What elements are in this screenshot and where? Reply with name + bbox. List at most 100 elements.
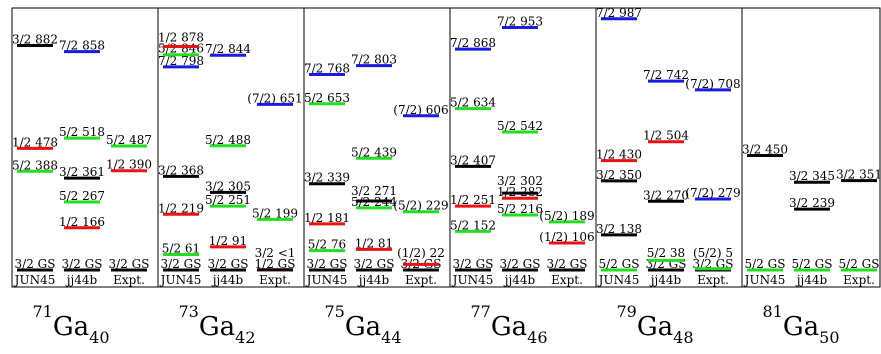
nucleus-label: 73Ga42 — [179, 302, 256, 347]
mass-number: 79 — [617, 302, 637, 321]
neutron-number: 40 — [89, 328, 109, 347]
mass-number: 73 — [179, 302, 199, 321]
level-label: 5/2 GS — [839, 257, 880, 271]
level-label: 5/2 634 — [450, 96, 496, 110]
column-label: JUN45 — [451, 273, 494, 287]
element-symbol: Ga — [199, 312, 235, 342]
column-label: jj44b — [65, 273, 98, 287]
level-label: 5/2 542 — [497, 119, 543, 133]
level-label: 3/2 138 — [596, 222, 642, 236]
panel-ga79: JUN45 5/2 GS 3/2 138 3/2 350 1/2 430 7/2 987 j… — [595, 6, 741, 347]
column-label: jj44b — [795, 273, 828, 287]
level-label: 5/2 653 — [304, 91, 350, 105]
nucleus-label: 79Ga48 — [617, 302, 694, 347]
level-label: 5/2 152 — [450, 218, 496, 232]
level-label: 3/2 305 — [205, 179, 251, 193]
level-label: 3/2 GS — [109, 257, 150, 271]
level-label: (5/2) 5 — [693, 246, 733, 260]
level-label: 3/2 GS — [453, 257, 494, 271]
level-label: 7/2 987 — [596, 6, 642, 20]
level-label: 5/2 487 — [106, 133, 152, 147]
level-label: 1/2 390 — [106, 158, 152, 172]
level-label: 3/2 GS — [307, 257, 348, 271]
level-label: 1/2 166 — [59, 215, 105, 229]
level-label: 7/2 844 — [205, 42, 251, 56]
level-label: 5/2 GS — [745, 257, 786, 271]
level-label: 5/2 199 — [252, 206, 298, 220]
neutron-number: 42 — [235, 328, 255, 347]
level-label: 5/2 GS — [599, 257, 640, 271]
neutron-number: 44 — [381, 328, 401, 347]
mass-number: 71 — [33, 302, 53, 321]
level-label: 1/2 91 — [209, 234, 247, 248]
level-label: 3/2 239 — [789, 196, 835, 210]
level-label: 3/2 270 — [643, 188, 689, 202]
level-label: 1/2 878 — [158, 31, 204, 45]
level-label: 3/2 361 — [59, 165, 105, 179]
level-label: 1/2 219 — [158, 201, 204, 215]
level-label: (5/2) 229 — [393, 199, 448, 213]
level-label: 5/2 76 — [308, 238, 346, 252]
level-label: 5/2 488 — [205, 133, 251, 147]
level-label: 7/2 803 — [351, 53, 397, 67]
panel-ga77: JUN45 3/2 GS 5/2 152 1/2 251 3/2 407 5/2 634 7… — [449, 8, 595, 347]
level-label: 3/2 339 — [304, 171, 350, 185]
panel-ga73: JUN45 3/2 GS 5/2 61 1/2 219 3/2 368 7/2 798 5/… — [157, 8, 303, 347]
level-label: 3/2 271 — [351, 184, 397, 198]
column-label: JUN45 — [13, 273, 56, 287]
column-label: jj44b — [211, 273, 244, 287]
level-label: 3/2 351 — [836, 168, 881, 182]
level-label: 3/2 368 — [158, 163, 204, 177]
level-label: 3/2 GS — [208, 257, 249, 271]
nucleus-label: 75Ga44 — [325, 302, 402, 347]
level-label: 3/2 GS — [62, 257, 103, 271]
level-label: 7/2 868 — [450, 36, 496, 50]
level-label: 3/2 882 — [12, 33, 58, 47]
element-symbol: Ga — [491, 312, 527, 342]
neutron-number: 46 — [527, 328, 547, 347]
level-label: 5/2 251 — [205, 193, 251, 207]
level-label: 1/2 504 — [643, 129, 689, 143]
column-label: Expt. — [843, 273, 875, 287]
element-symbol: Ga — [637, 312, 673, 342]
level-label: 3/2 GS — [547, 257, 588, 271]
column-label: JUN45 — [159, 273, 202, 287]
level-label: 3/2 345 — [789, 169, 835, 183]
level-label: 5/2 518 — [59, 125, 105, 139]
level-label: 1/2 478 — [12, 135, 58, 149]
level-label: 1/2 251 — [450, 193, 496, 207]
level-label: 3/2 450 — [742, 142, 788, 156]
level-label: (7/2) 606 — [393, 103, 448, 117]
level-label: (1/2) 22 — [397, 246, 445, 260]
element-symbol: Ga — [53, 312, 89, 342]
column-label: jj44b — [503, 273, 536, 287]
level-label: (7/2) 651 — [247, 91, 302, 105]
level-label: 1/2 430 — [596, 148, 642, 162]
level-label: (5/2) 189 — [539, 209, 594, 223]
column-label: JUN45 — [597, 273, 640, 287]
level-label: (7/2) 708 — [685, 77, 740, 91]
column-label: Expt. — [697, 273, 729, 287]
level-label: (7/2) 279 — [685, 186, 740, 200]
element-symbol: Ga — [345, 312, 381, 342]
level-label: 5/2 439 — [351, 145, 397, 159]
level-label: 7/2 953 — [497, 14, 543, 28]
column-label: jj44b — [357, 273, 390, 287]
diagram-frame — [11, 7, 881, 288]
column-label: JUN45 — [743, 273, 786, 287]
neutron-number: 48 — [673, 328, 693, 347]
level-label: 3/2 GS — [161, 257, 202, 271]
level-label: 3/2 GS — [15, 257, 56, 271]
panel-ga75: JUN45 3/2 GS 5/2 76 1/2 181 3/2 339 5/2 653 7/… — [303, 8, 449, 347]
level-label: 5/2 61 — [162, 241, 200, 255]
level-label: 1/2 GS — [255, 257, 296, 271]
nucleus-label: 77Ga46 — [471, 302, 548, 347]
level-label: 1/2 181 — [304, 211, 350, 225]
column-label: Expt. — [551, 273, 583, 287]
level-label: 3/2 <1 — [255, 246, 296, 260]
column-label: Expt. — [259, 273, 291, 287]
level-label: 3/2 GS — [500, 257, 541, 271]
